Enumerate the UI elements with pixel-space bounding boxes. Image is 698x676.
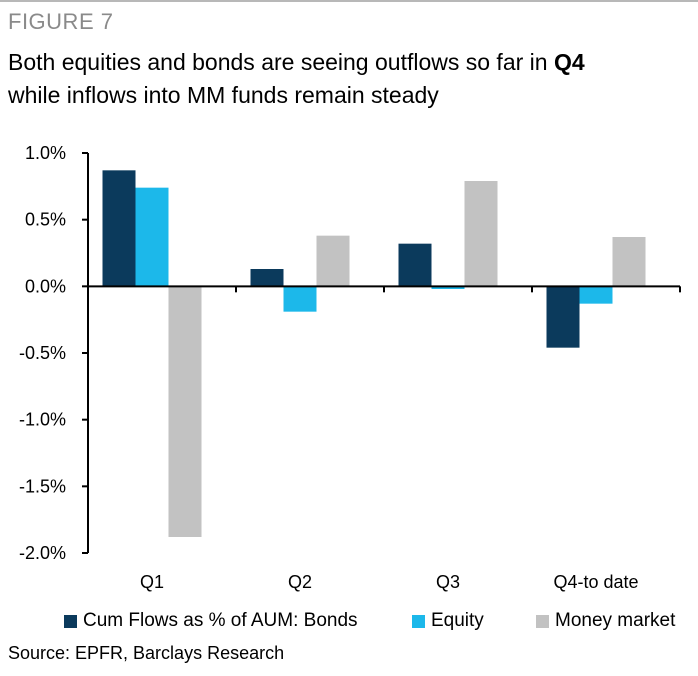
bar-bonds-2 — [398, 243, 432, 287]
y-tick-label: -1.0% — [19, 410, 66, 430]
legend-label: Money market — [555, 610, 676, 631]
bar-chart: 1.0% 0.5% 0.0% -0.5% -1.0% -1.5% -2.0% Q1 Q2 Q3 Q4… — [19, 143, 681, 592]
bar-equity-3 — [579, 286, 613, 304]
x-category-label: Q4-to date — [553, 572, 638, 592]
bar-equity-2 — [431, 286, 465, 289]
y-tick-label: 0.5% — [25, 210, 66, 230]
bar-bonds-1 — [250, 269, 284, 287]
legend-item-equity: Equity — [412, 606, 484, 636]
legend-swatch — [412, 614, 425, 628]
legend: Cum Flows as % of AUM: Bonds Equity Money … — [0, 606, 698, 636]
bar-money_market-3 — [612, 237, 646, 287]
x-category-label: Q2 — [288, 572, 312, 592]
title-line2: while inflows into MM funds remain stead… — [8, 82, 439, 108]
source-note: Source: EPFR, Barclays Research — [8, 643, 285, 663]
legend-label: Equity — [431, 610, 484, 631]
bar-bonds-0 — [102, 170, 136, 287]
bar-equity-0 — [135, 187, 169, 287]
bar-money_market-0 — [168, 286, 202, 537]
legend-swatch — [64, 614, 77, 628]
bar-bonds-3 — [546, 286, 580, 348]
legend-item-bonds: Cum Flows as % of AUM: Bonds — [64, 606, 358, 636]
title-line1-bold: Q4 — [553, 49, 585, 75]
y-tick-label: -0.5% — [19, 343, 66, 363]
y-tick-label: -2.0% — [19, 543, 66, 563]
bar-money_market-1 — [316, 235, 350, 287]
legend-swatch — [536, 614, 549, 628]
legend-label: Cum Flows as % of AUM: Bonds — [83, 610, 358, 631]
top-rule — [0, 0, 698, 2]
x-category-label: Q3 — [436, 572, 460, 592]
bar-equity-1 — [283, 286, 317, 312]
bar-money_market-2 — [464, 181, 498, 287]
title-line1: Both equities and bonds are seeing outfl… — [8, 49, 554, 75]
x-category-label: Q1 — [140, 572, 164, 592]
y-tick-label: 1.0% — [25, 143, 66, 163]
y-tick-label: -1.5% — [19, 476, 66, 496]
legend-item-money_market: Money market — [536, 606, 675, 636]
chart-title: Both equities and bonds are seeing outfl… — [8, 46, 688, 112]
figure-label: FIGURE 7 — [8, 9, 114, 34]
y-tick-label: 0.0% — [25, 276, 66, 296]
